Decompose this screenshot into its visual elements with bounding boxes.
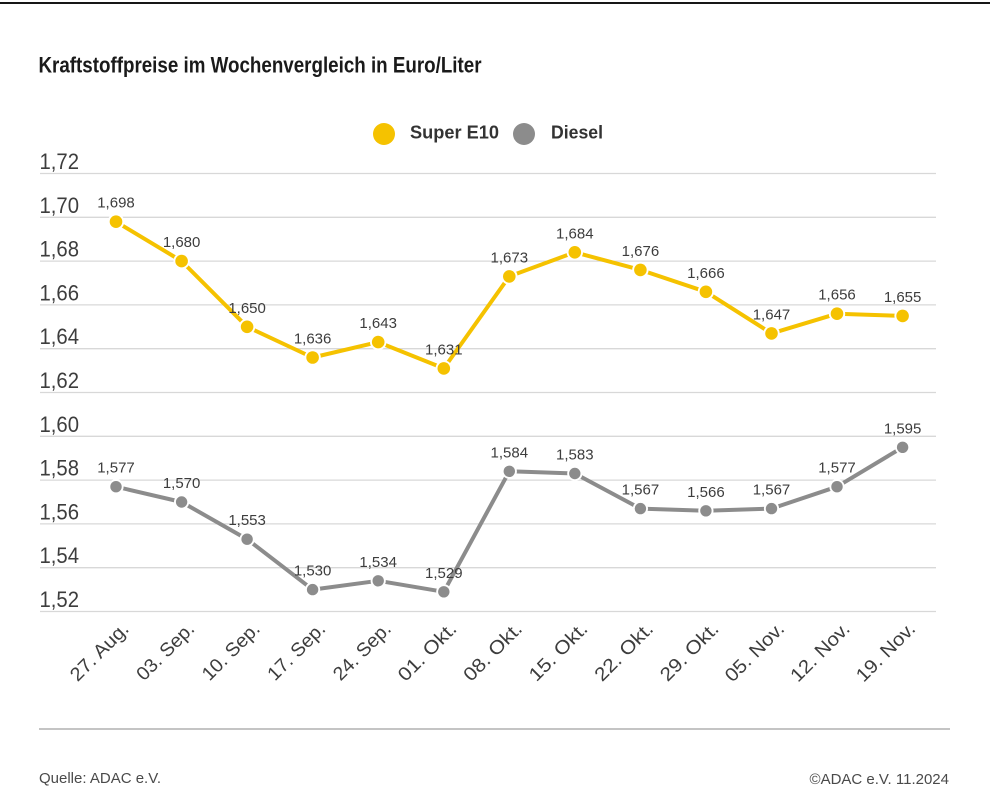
svg-text:1,636: 1,636 bbox=[294, 331, 332, 348]
svg-text:1,52: 1,52 bbox=[40, 587, 80, 612]
svg-text:1,673: 1,673 bbox=[491, 249, 529, 266]
svg-text:Kraftstoffpreise im Wochenverg: Kraftstoffpreise im Wochenvergleich in E… bbox=[39, 53, 482, 78]
svg-text:1,684: 1,684 bbox=[556, 225, 594, 242]
svg-text:1,72: 1,72 bbox=[40, 149, 80, 174]
svg-text:1,68: 1,68 bbox=[40, 237, 80, 262]
svg-text:©ADAC e.V. 11.2024: ©ADAC e.V. 11.2024 bbox=[810, 771, 949, 788]
svg-text:1,54: 1,54 bbox=[40, 543, 80, 568]
svg-text:1,534: 1,534 bbox=[359, 554, 397, 571]
svg-text:1,577: 1,577 bbox=[97, 460, 135, 477]
svg-text:1,583: 1,583 bbox=[556, 447, 594, 464]
svg-text:1,577: 1,577 bbox=[818, 460, 856, 477]
svg-text:1,62: 1,62 bbox=[40, 368, 80, 393]
svg-text:Diesel: Diesel bbox=[551, 122, 603, 143]
svg-text:Super E10: Super E10 bbox=[410, 122, 499, 143]
svg-text:1,584: 1,584 bbox=[491, 444, 529, 461]
svg-text:1,656: 1,656 bbox=[818, 287, 856, 304]
svg-text:1,643: 1,643 bbox=[359, 315, 397, 332]
svg-text:1,567: 1,567 bbox=[753, 482, 791, 499]
svg-text:1,553: 1,553 bbox=[228, 512, 266, 529]
svg-text:1,58: 1,58 bbox=[40, 456, 80, 481]
svg-text:1,650: 1,650 bbox=[228, 300, 266, 317]
svg-text:1,631: 1,631 bbox=[425, 341, 463, 358]
svg-text:1,655: 1,655 bbox=[884, 289, 922, 306]
svg-text:1,680: 1,680 bbox=[163, 234, 201, 251]
svg-text:1,666: 1,666 bbox=[687, 265, 725, 282]
svg-text:1,647: 1,647 bbox=[753, 306, 791, 323]
svg-text:Quelle: ADAC e.V.: Quelle: ADAC e.V. bbox=[39, 770, 161, 787]
svg-text:1,595: 1,595 bbox=[884, 420, 922, 437]
svg-text:1,698: 1,698 bbox=[97, 195, 135, 212]
svg-text:1,66: 1,66 bbox=[40, 280, 80, 305]
svg-text:1,676: 1,676 bbox=[622, 243, 660, 260]
svg-text:1,64: 1,64 bbox=[40, 324, 80, 349]
svg-text:1,567: 1,567 bbox=[622, 482, 660, 499]
svg-text:1,570: 1,570 bbox=[163, 475, 201, 492]
svg-text:1,530: 1,530 bbox=[294, 563, 332, 580]
svg-text:1,529: 1,529 bbox=[425, 565, 463, 582]
svg-text:1,60: 1,60 bbox=[40, 412, 80, 437]
svg-text:1,70: 1,70 bbox=[40, 193, 80, 218]
svg-text:1,566: 1,566 bbox=[687, 484, 725, 501]
svg-text:1,56: 1,56 bbox=[40, 499, 80, 524]
